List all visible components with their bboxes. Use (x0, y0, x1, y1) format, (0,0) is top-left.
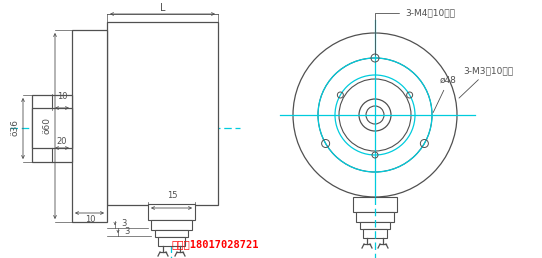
Text: 10: 10 (85, 215, 95, 224)
Text: 10: 10 (57, 92, 67, 101)
Bar (148, 204, 195, 220)
Bar (32, 95, 72, 162)
Bar (360, 222, 390, 229)
Bar (356, 212, 394, 222)
Bar (158, 237, 185, 246)
Text: ö36: ö36 (10, 119, 20, 136)
Text: ö60: ö60 (42, 117, 51, 134)
Text: L: L (160, 3, 165, 13)
Bar (107, 22, 218, 205)
Bar (72, 30, 107, 222)
Text: 3: 3 (121, 220, 126, 229)
Text: 3-M3深10均布: 3-M3深10均布 (459, 66, 513, 98)
Bar (151, 220, 192, 230)
Bar (353, 197, 397, 212)
Text: 3: 3 (124, 228, 130, 237)
Text: 15: 15 (167, 191, 177, 200)
Bar (363, 229, 387, 238)
Bar (32, 108, 72, 148)
Text: 20: 20 (57, 136, 67, 146)
Text: 3-M4深10均布: 3-M4深10均布 (375, 8, 455, 55)
Text: ø48: ø48 (433, 76, 457, 112)
Text: 手机：18017028721: 手机：18017028721 (171, 239, 259, 249)
Bar (155, 230, 188, 237)
